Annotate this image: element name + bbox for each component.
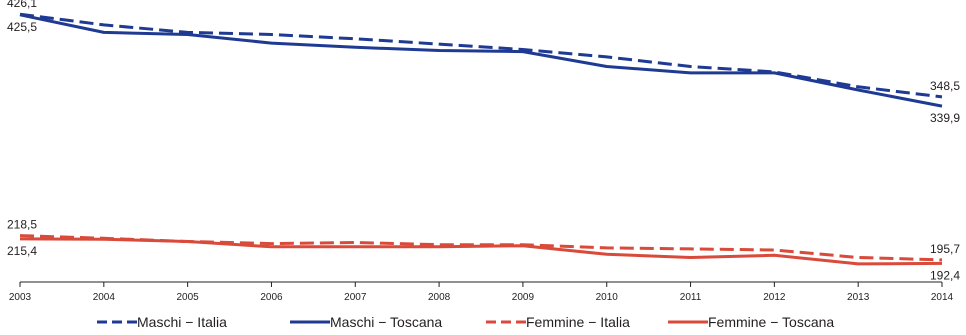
legend-label: Maschi − Italia xyxy=(137,314,227,330)
x-axis: 2003 2004 2005 2006 2007 2008 2009 2010 2011 2012… xyxy=(9,281,954,303)
series-line xyxy=(19,13,943,108)
x-tick-label: 2012 xyxy=(763,292,786,303)
data-labels: 426,1 425,5 348,5 339,9 218,5 215,4 195,7 192,4 xyxy=(7,0,960,282)
x-tick-label: 2007 xyxy=(344,292,367,303)
x-tick-label: 2005 xyxy=(177,292,200,303)
series-line xyxy=(19,12,943,99)
data-label: 195,7 xyxy=(930,242,960,256)
x-tick-label: 2011 xyxy=(680,292,702,303)
x-tick-label: 2006 xyxy=(260,292,283,303)
legend-label: Femmine − Italia xyxy=(526,314,630,330)
series-lines xyxy=(19,12,943,266)
data-label: 348,5 xyxy=(930,79,960,93)
data-label: 192,4 xyxy=(930,268,960,282)
data-label: 218,5 xyxy=(7,218,37,232)
legend-label: Maschi − Toscana xyxy=(330,314,442,330)
series-line xyxy=(19,237,943,266)
data-label: 215,4 xyxy=(7,244,37,258)
data-label: 339,9 xyxy=(930,111,960,125)
x-tick-label: 2003 xyxy=(9,292,32,303)
legend: Maschi − Italia Maschi − Toscana Femmine −… xyxy=(97,314,834,330)
legend-label: Femmine − Toscana xyxy=(708,314,834,330)
x-tick-label: 2014 xyxy=(931,292,954,303)
x-tick-label: 2013 xyxy=(847,292,870,303)
x-tick-label: 2009 xyxy=(512,292,535,303)
x-tick-label: 2010 xyxy=(596,292,619,303)
data-label: 426,1 xyxy=(7,0,37,10)
x-tick-label: 2008 xyxy=(428,292,451,303)
data-label: 425,5 xyxy=(7,20,37,34)
x-tick-label: 2004 xyxy=(93,292,116,303)
